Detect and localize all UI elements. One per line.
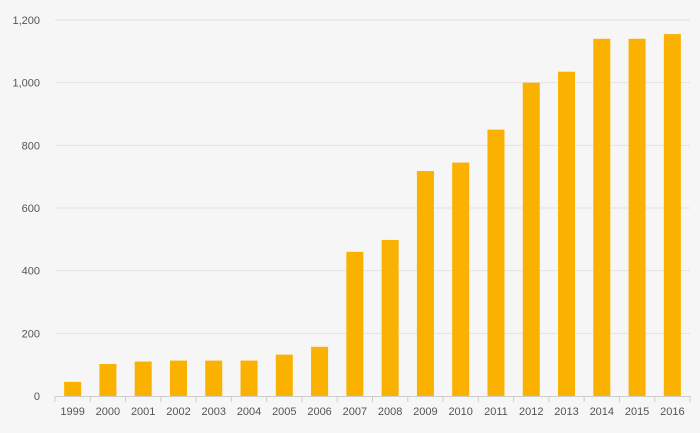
bar xyxy=(64,381,82,396)
y-tick-label: 400 xyxy=(22,266,40,278)
bar-series xyxy=(64,34,681,397)
x-tick-label: 2011 xyxy=(484,406,508,418)
y-tick-label: 800 xyxy=(22,140,40,152)
bar xyxy=(628,38,646,397)
bar xyxy=(205,360,223,396)
gridlines xyxy=(55,19,690,334)
x-tick-label: 2007 xyxy=(343,406,367,418)
y-tick-label: 200 xyxy=(22,328,40,340)
x-tick-label: 2006 xyxy=(307,406,331,418)
x-tick-label: 2003 xyxy=(202,406,226,418)
bar xyxy=(522,82,540,397)
bar xyxy=(169,360,187,396)
bar xyxy=(558,71,576,396)
bar xyxy=(487,129,505,396)
bar xyxy=(99,364,117,396)
x-tick-label: 2009 xyxy=(413,406,437,418)
x-tick-label: 2004 xyxy=(237,406,261,418)
x-tick-label: 2015 xyxy=(625,406,649,418)
y-tick-label: 1,000 xyxy=(12,78,40,90)
y-axis: 0 200 400 600 800 1,000 1,200 xyxy=(12,15,40,403)
x-tick-label: 2008 xyxy=(378,406,402,418)
bar xyxy=(134,361,152,396)
x-tick-label: 2002 xyxy=(166,406,190,418)
bar xyxy=(311,346,329,396)
x-tick-label: 2001 xyxy=(131,406,155,418)
bar xyxy=(275,354,293,396)
bar xyxy=(240,360,258,396)
x-tick-label: 2014 xyxy=(590,406,614,418)
x-tick-label: 2000 xyxy=(96,406,120,418)
x-tick-label: 1999 xyxy=(60,406,84,418)
x-tick-label: 2016 xyxy=(660,406,684,418)
x-tick-label: 2005 xyxy=(272,406,296,418)
bar xyxy=(346,251,364,396)
x-axis: 1999 2000 2001 2002 2003 2004 2005 2006 2007 2008… xyxy=(54,396,691,418)
bar xyxy=(663,34,681,396)
x-tick-label: 2013 xyxy=(554,406,578,418)
bar xyxy=(381,239,399,396)
x-tick-label: 2012 xyxy=(519,406,543,418)
x-tick-label: 2010 xyxy=(448,406,472,418)
y-tick-label: 1,200 xyxy=(12,15,40,27)
bar xyxy=(452,162,470,396)
bar xyxy=(416,171,434,396)
y-tick-label: 0 xyxy=(34,391,40,403)
y-tick-label: 600 xyxy=(22,203,40,215)
bar xyxy=(593,38,611,397)
